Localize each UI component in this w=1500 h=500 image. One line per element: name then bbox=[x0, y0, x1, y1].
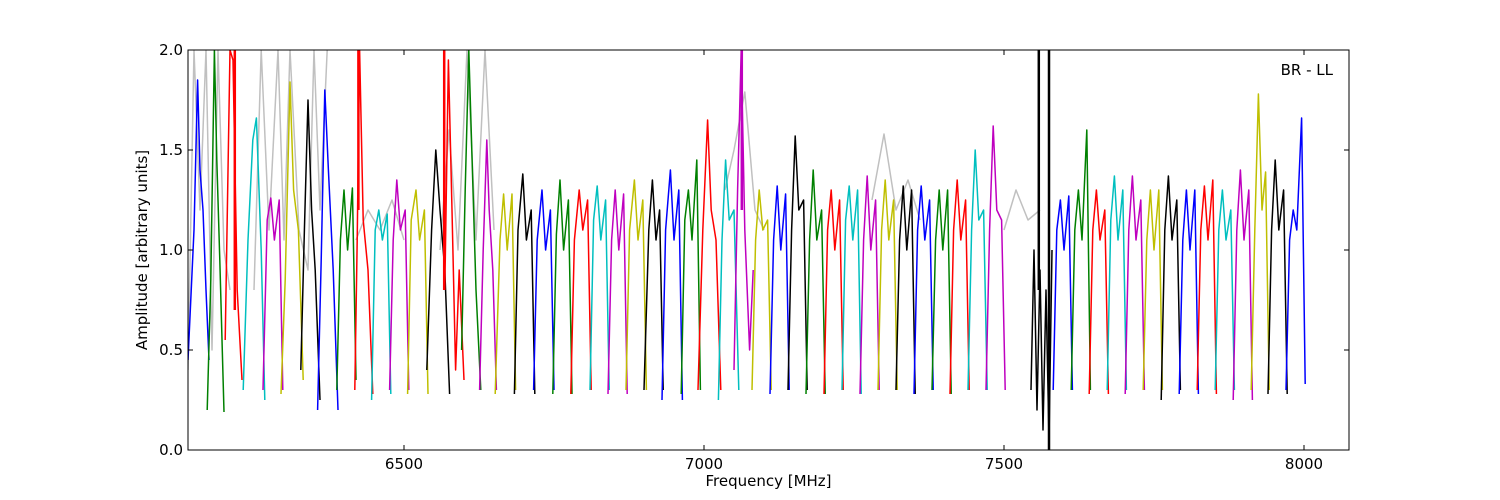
series-line-33 bbox=[787, 135, 808, 391]
baseline-annotation: BR - LL bbox=[1281, 61, 1334, 79]
series-line-37 bbox=[859, 175, 880, 395]
x-tick-label-3: 8000 bbox=[1285, 455, 1323, 473]
series-line-52 bbox=[1160, 175, 1182, 401]
series-line-22 bbox=[589, 185, 610, 391]
series-line-55 bbox=[1214, 189, 1236, 391]
flagged-series-1 bbox=[253, 50, 328, 291]
series-line-32 bbox=[769, 185, 790, 395]
series-line-9 bbox=[354, 50, 374, 395]
series-line-0 bbox=[188, 79, 210, 361]
series-line-3 bbox=[242, 117, 266, 401]
series-line-42 bbox=[949, 179, 970, 395]
series-line-21 bbox=[570, 189, 592, 395]
series-line-58 bbox=[1267, 159, 1288, 395]
series-line-26 bbox=[661, 169, 684, 401]
flagged-series-6 bbox=[1003, 189, 1041, 231]
series-line-36 bbox=[841, 185, 862, 395]
series-line-8 bbox=[336, 187, 357, 391]
y-tick-label-0: 0.0 bbox=[159, 441, 183, 459]
series-line-59 bbox=[1285, 117, 1306, 391]
y-tick-label-2: 1.0 bbox=[159, 241, 183, 259]
flagged-series-2 bbox=[355, 199, 405, 241]
x-tick-label-2: 7500 bbox=[985, 455, 1023, 473]
series-line-25 bbox=[643, 179, 664, 391]
series-line-4 bbox=[262, 197, 284, 391]
series-line-57 bbox=[1250, 93, 1270, 391]
series-line-14 bbox=[444, 59, 465, 381]
series-line-53 bbox=[1178, 189, 1200, 395]
series-line-6 bbox=[300, 99, 321, 401]
series-line-35 bbox=[823, 189, 844, 395]
series-line-2 bbox=[224, 50, 243, 381]
y-tick-label-1: 0.5 bbox=[159, 341, 183, 359]
y-axis-label: Amplitude [arbitrary units] bbox=[133, 150, 151, 350]
x-axis: 6500 7000 7500 8000 bbox=[385, 50, 1323, 473]
series-line-27 bbox=[680, 159, 702, 395]
series-line-50 bbox=[1124, 175, 1146, 395]
series-line-13 bbox=[426, 149, 451, 395]
flagged-data-layer bbox=[188, 50, 1041, 371]
series-line-51 bbox=[1142, 189, 1164, 391]
series-line-18 bbox=[513, 173, 536, 395]
series-line-44 bbox=[985, 125, 1006, 391]
series-line-40 bbox=[913, 185, 934, 395]
series-line-20 bbox=[552, 179, 573, 395]
flagged-series-0 bbox=[188, 50, 231, 371]
series-line-54 bbox=[1196, 179, 1218, 395]
series-line-41 bbox=[931, 189, 952, 395]
series-line-15 bbox=[460, 50, 482, 391]
series-line-31 bbox=[751, 189, 772, 391]
y-tick-label-3: 1.5 bbox=[159, 141, 183, 159]
series-line-29 bbox=[717, 159, 740, 401]
series-line-49 bbox=[1106, 175, 1128, 391]
series-line-24 bbox=[625, 179, 648, 391]
series-line-11 bbox=[388, 179, 410, 391]
series-line-7 bbox=[316, 89, 339, 411]
series-line-19 bbox=[532, 189, 555, 391]
y-axis: 0.0 0.5 1.0 1.5 2.0 bbox=[159, 41, 1349, 459]
x-tick-label-0: 6500 bbox=[385, 455, 423, 473]
y-tick-label-4: 2.0 bbox=[159, 41, 183, 59]
series-layer bbox=[188, 50, 1306, 441]
series-line-12 bbox=[406, 189, 429, 395]
series-line-23 bbox=[607, 189, 628, 395]
flagged-series-3 bbox=[439, 50, 495, 251]
spike-layer bbox=[233, 50, 1051, 450]
series-line-47 bbox=[1070, 129, 1092, 391]
series-line-5 bbox=[280, 81, 304, 395]
series-line-38 bbox=[877, 179, 898, 391]
series-line-16 bbox=[478, 139, 498, 391]
series-line-48 bbox=[1088, 189, 1110, 395]
x-tick-label-1: 7000 bbox=[685, 455, 723, 473]
x-axis-label: Frequency [MHz] bbox=[705, 472, 831, 490]
series-line-43 bbox=[967, 149, 988, 391]
series-line-34 bbox=[805, 169, 826, 395]
series-line-1 bbox=[206, 50, 225, 413]
series-line-56 bbox=[1232, 169, 1254, 401]
series-line-17 bbox=[494, 193, 517, 395]
series-line-10 bbox=[370, 209, 392, 401]
series-line-28 bbox=[697, 119, 722, 391]
series-line-39 bbox=[895, 185, 916, 395]
series-line-46 bbox=[1052, 195, 1074, 391]
